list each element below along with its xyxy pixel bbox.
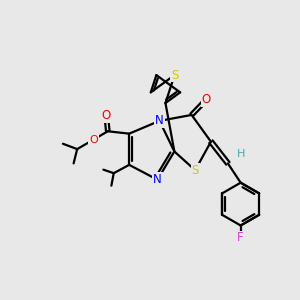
Text: S: S bbox=[171, 69, 178, 82]
Text: O: O bbox=[89, 135, 98, 145]
Text: O: O bbox=[102, 109, 111, 122]
Text: N: N bbox=[153, 173, 162, 186]
Text: O: O bbox=[202, 93, 211, 106]
Text: H: H bbox=[237, 149, 245, 159]
Text: S: S bbox=[191, 164, 199, 177]
Text: F: F bbox=[237, 232, 244, 244]
Text: N: N bbox=[155, 114, 164, 128]
